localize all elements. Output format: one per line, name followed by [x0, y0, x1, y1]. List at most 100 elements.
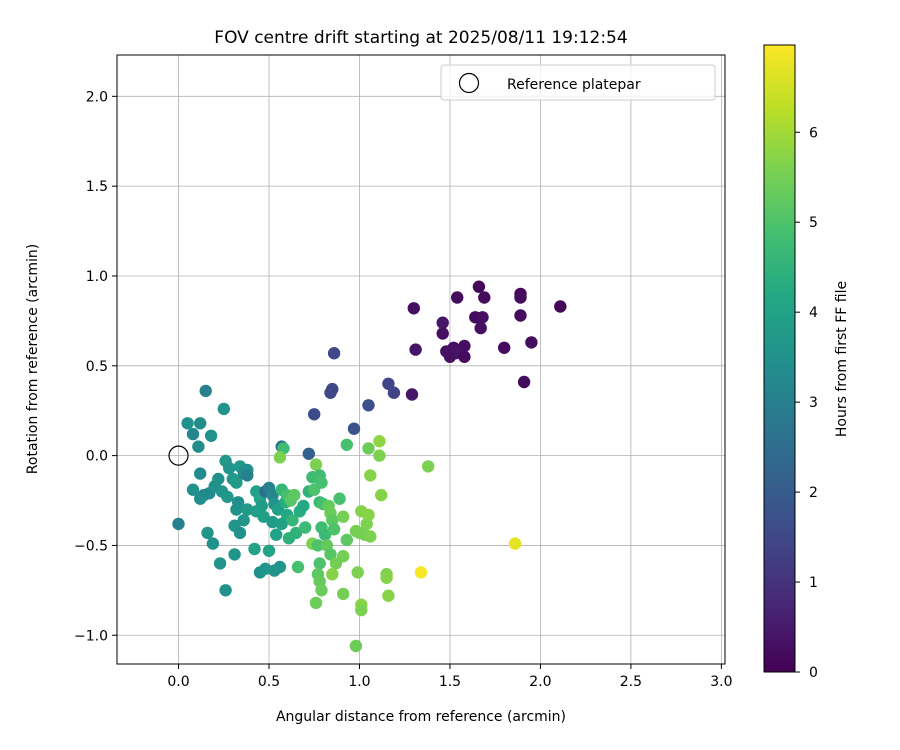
y-tick-label: 0.0 — [86, 449, 108, 465]
data-point — [192, 440, 205, 453]
data-point — [380, 571, 393, 584]
data-point — [228, 548, 241, 561]
reference-marker-layer — [168, 445, 189, 466]
data-point — [409, 343, 422, 356]
data-point — [508, 537, 522, 550]
data-point — [313, 557, 326, 570]
data-point — [213, 557, 227, 570]
data-point — [172, 517, 185, 531]
data-point — [362, 442, 375, 455]
legend: Reference platepar — [440, 64, 716, 101]
data-point — [286, 514, 299, 527]
data-point — [364, 469, 377, 482]
data-point — [340, 438, 353, 451]
legend-box — [440, 64, 716, 101]
data-point — [326, 568, 339, 581]
data-point — [373, 449, 386, 462]
data-point — [554, 300, 567, 313]
data-point — [458, 350, 471, 363]
data-point — [315, 584, 328, 597]
data-point — [186, 483, 200, 496]
data-point — [472, 280, 486, 293]
y-axis-ticks: −1.0 −0.5 0.0 0.5 1.0 1.5 2.0 — [74, 89, 117, 644]
data-point — [478, 291, 491, 304]
data-point — [212, 472, 225, 486]
x-axis-label: Angular distance from reference (arcmin) — [276, 709, 566, 725]
data-point — [407, 302, 420, 315]
y-tick-label: 1.0 — [86, 269, 108, 285]
data-point — [309, 596, 323, 610]
y-tick-label: 1.5 — [86, 179, 108, 195]
data-point — [248, 542, 261, 556]
x-axis-ticks: 0.0 0.5 1.0 1.5 2.0 2.5 3.0 — [167, 664, 733, 690]
colorbar-tick-label: 2 — [809, 485, 818, 501]
data-point — [302, 447, 315, 460]
data-point — [458, 339, 471, 353]
data-point — [514, 291, 527, 304]
data-point — [414, 566, 428, 579]
data-points — [172, 280, 567, 653]
data-point — [270, 528, 283, 541]
data-point — [289, 526, 303, 540]
data-point — [517, 375, 531, 389]
data-point — [201, 526, 214, 540]
data-point — [337, 510, 350, 523]
y-tick-label: 0.5 — [86, 359, 108, 375]
x-tick-label: 3.0 — [710, 674, 732, 690]
data-point — [221, 490, 234, 504]
data-point — [288, 488, 301, 502]
data-point — [362, 508, 375, 522]
x-tick-label: 1.5 — [439, 674, 461, 690]
data-point — [422, 460, 435, 473]
data-point — [327, 347, 341, 360]
data-point — [436, 327, 449, 340]
data-point — [327, 523, 341, 536]
data-point — [223, 462, 236, 475]
data-point — [219, 584, 232, 597]
data-point — [347, 422, 361, 435]
legend-reference-marker — [458, 72, 480, 94]
data-point — [273, 451, 287, 464]
data-point — [194, 492, 207, 505]
data-point — [230, 503, 243, 516]
colorbar: 0 1 2 3 4 5 6 Hours from first FF file — [763, 44, 850, 681]
x-tick-label: 0.0 — [167, 674, 189, 690]
data-point — [405, 388, 419, 401]
data-point — [351, 566, 364, 579]
data-point — [498, 341, 511, 354]
data-point — [194, 467, 207, 480]
data-point — [309, 458, 323, 471]
data-point — [181, 417, 194, 430]
data-point — [194, 417, 207, 430]
data-point — [308, 408, 321, 421]
data-point — [297, 499, 310, 513]
data-point — [204, 429, 218, 442]
colorbar-tick-label: 4 — [809, 305, 818, 321]
data-point — [364, 530, 377, 543]
data-point — [311, 539, 325, 552]
data-point — [199, 384, 212, 398]
data-point — [315, 476, 328, 489]
data-point — [436, 316, 449, 329]
x-tick-label: 0.5 — [258, 674, 280, 690]
plot-frame — [116, 54, 726, 665]
data-point — [337, 587, 350, 601]
colorbar-tick-label: 0 — [809, 665, 818, 681]
data-point — [324, 386, 337, 399]
data-point — [186, 427, 200, 441]
colorbar-tick-label: 6 — [809, 125, 818, 141]
data-point — [233, 526, 247, 540]
data-point — [299, 521, 312, 534]
colorbar-tick-label: 3 — [809, 395, 818, 411]
colorbar-tick-label: 1 — [809, 575, 818, 591]
data-point — [375, 488, 388, 502]
data-point — [217, 402, 230, 416]
data-point — [324, 548, 337, 561]
data-point — [257, 510, 270, 523]
legend-label: Reference platepar — [507, 77, 641, 93]
x-tick-label: 2.5 — [620, 674, 642, 690]
data-point — [451, 291, 464, 304]
colorbar-ticks: 0 1 2 3 4 5 6 — [795, 125, 818, 681]
data-point — [337, 550, 350, 563]
y-tick-label: −0.5 — [74, 538, 108, 554]
